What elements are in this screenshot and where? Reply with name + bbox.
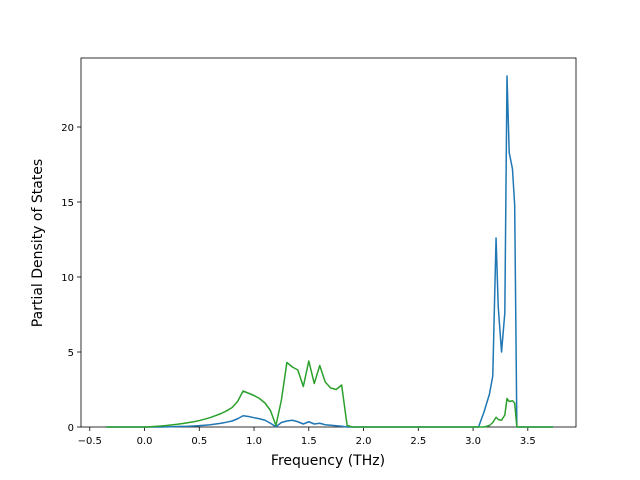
x-tick-label: 3.0 (465, 436, 481, 447)
x-tick-label: 2.0 (356, 436, 372, 447)
x-tick-label: 1.0 (246, 436, 262, 447)
y-tick-label: 15 (61, 198, 74, 209)
x-tick-label: 2.5 (410, 436, 426, 447)
y-tick-label: 0 (68, 423, 74, 434)
x-tick-label: 3.5 (520, 436, 536, 447)
y-tick-label: 10 (61, 273, 74, 284)
series-line (106, 360, 553, 428)
x-tick-label: 1.5 (301, 436, 317, 447)
x-tick-label: 0.5 (191, 436, 207, 447)
y-tick-label: 20 (61, 123, 74, 134)
axes-frame (80, 57, 577, 428)
y-axis-label: Partial Density of States (30, 159, 46, 327)
x-tick-label: 0.0 (137, 436, 153, 447)
series-line (106, 75, 553, 428)
y-tick-label: 5 (68, 348, 74, 359)
x-tick-label: −0.5 (78, 436, 102, 447)
x-axis-label: Frequency (THz) (271, 453, 385, 469)
